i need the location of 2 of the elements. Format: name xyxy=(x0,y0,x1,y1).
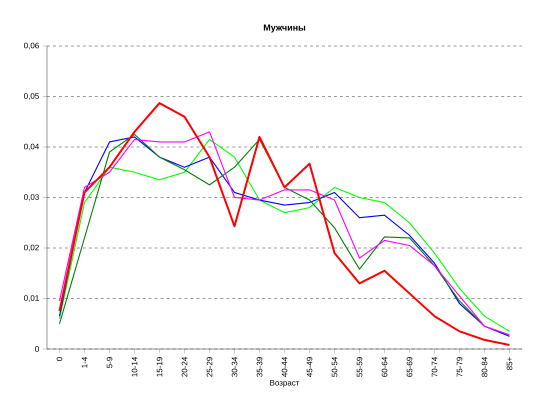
line-series xyxy=(58,102,511,346)
chart-title: Мужчины xyxy=(264,24,306,33)
